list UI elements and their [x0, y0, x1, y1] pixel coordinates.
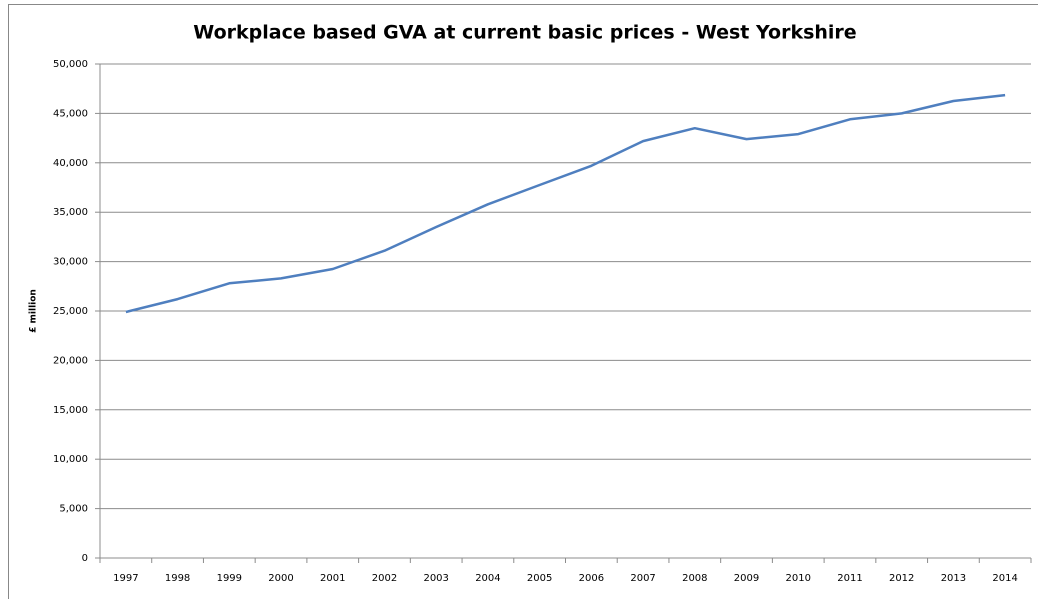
- y-tick-label: 45,000: [53, 108, 88, 119]
- y-tick-label: 30,000: [53, 257, 88, 268]
- x-tick-label: 2006: [579, 573, 604, 584]
- x-tick-label: 2000: [268, 573, 293, 584]
- x-tick-label: 1997: [113, 573, 138, 584]
- x-tick-label: 2004: [475, 573, 500, 584]
- x-tick-label: 2012: [889, 573, 914, 584]
- x-tick-label: 2003: [423, 573, 448, 584]
- y-tick-label: 20,000: [53, 355, 88, 366]
- x-tick-label: 2001: [320, 573, 345, 584]
- y-axis-title: £ million: [29, 289, 39, 333]
- x-tick-label: 2002: [372, 573, 397, 584]
- x-tick-label: 2014: [992, 573, 1017, 584]
- y-tick-label: 35,000: [53, 207, 88, 218]
- y-tick-label: 5,000: [59, 504, 88, 515]
- x-tick-label: 2005: [527, 573, 552, 584]
- x-tick-label: 2013: [941, 573, 966, 584]
- y-tick-label: 25,000: [53, 306, 88, 317]
- data-line: [125, 93, 1006, 314]
- y-tick-label: 50,000: [53, 59, 88, 70]
- chart-title: Workplace based GVA at current basic pri…: [193, 22, 856, 44]
- chart-border: [8, 4, 1038, 599]
- x-tick-label: 2011: [837, 573, 862, 584]
- x-tick-label: 2007: [630, 573, 655, 584]
- y-tick-label: 40,000: [53, 158, 88, 169]
- x-tick-label: 2008: [682, 573, 707, 584]
- x-tick-label: 1998: [165, 573, 190, 584]
- y-tick-label: 10,000: [53, 454, 88, 465]
- x-tick-label: 1999: [217, 573, 242, 584]
- x-tick-label: 2010: [786, 573, 811, 584]
- x-tick-label: 2009: [734, 573, 759, 584]
- y-tick-label: 15,000: [53, 405, 88, 416]
- y-tick-label: 0: [82, 553, 88, 564]
